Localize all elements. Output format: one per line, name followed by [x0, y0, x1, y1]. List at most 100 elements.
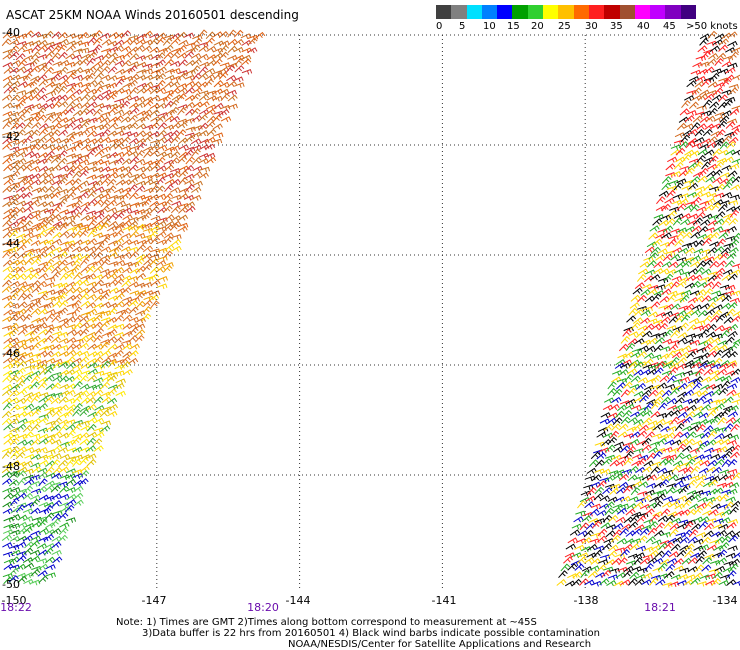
wind-barb — [142, 54, 154, 60]
wind-barb — [655, 205, 667, 212]
wind-barb — [724, 474, 735, 481]
wind-barb — [206, 128, 217, 137]
wind-barb — [164, 184, 174, 192]
wind-barb — [577, 500, 587, 509]
wind-barb — [192, 114, 203, 122]
wind-barb — [93, 445, 104, 452]
wind-barb — [51, 499, 62, 507]
wind-barb — [653, 450, 663, 459]
wind-barb — [644, 323, 655, 331]
wind-barb — [567, 537, 578, 544]
wind-barb — [650, 574, 662, 581]
wind-barb — [688, 240, 699, 247]
wind-barb — [121, 220, 132, 227]
wind-barb — [689, 150, 701, 157]
wind-barb — [93, 166, 104, 173]
wind-barb — [114, 103, 125, 110]
wind-barb — [107, 66, 118, 74]
wind-barb — [184, 201, 196, 208]
wind-barb — [44, 282, 56, 289]
wind-barb — [690, 494, 701, 501]
wind-barb — [628, 331, 639, 338]
wind-barb — [584, 501, 595, 509]
wind-barb — [708, 107, 718, 116]
wind-barb — [710, 399, 721, 406]
wind-barb — [86, 431, 98, 438]
lon-label: -141 — [431, 594, 457, 607]
wind-barb — [37, 402, 48, 410]
wind-barb — [141, 113, 152, 122]
wind-barb — [650, 411, 661, 419]
wind-barb — [78, 279, 90, 287]
wind-barb — [86, 308, 98, 315]
wind-barb — [709, 241, 720, 248]
wind-barb — [156, 36, 166, 45]
wind-barb — [93, 66, 104, 75]
wind-barb — [43, 350, 54, 358]
wind-barb — [696, 424, 706, 433]
wind-barb — [701, 431, 712, 439]
wind-barb — [578, 552, 589, 559]
wind-barb — [149, 248, 161, 254]
wind-barb — [600, 468, 611, 475]
wind-barb — [114, 254, 125, 261]
wind-barb — [169, 106, 180, 115]
wind-barb — [581, 515, 592, 523]
wind-barb — [709, 427, 720, 434]
wind-barb — [58, 292, 68, 301]
wind-barb — [725, 149, 736, 156]
wind-barb — [212, 47, 224, 54]
wind-barb — [156, 226, 167, 232]
wind-barb — [720, 517, 731, 524]
wind-barb — [2, 542, 13, 549]
wind-barb — [22, 184, 33, 192]
wind-barb — [607, 436, 618, 445]
wind-barb — [233, 29, 244, 38]
wind-barb — [66, 337, 77, 344]
wind-barb — [685, 458, 696, 467]
wind-barb — [678, 322, 689, 330]
wind-barb — [721, 294, 732, 303]
wind-barbs-layer — [1, 29, 740, 588]
wind-barb — [3, 80, 14, 89]
wind-barb — [23, 94, 34, 101]
wind-barb — [51, 116, 62, 124]
wind-barb — [106, 336, 118, 344]
wind-barb — [10, 80, 21, 87]
wind-barb — [9, 523, 21, 529]
wind-barb — [701, 268, 712, 275]
wind-barb — [558, 570, 568, 578]
wind-barb — [704, 418, 715, 425]
wind-barb — [44, 115, 54, 123]
wind-barb — [599, 447, 610, 454]
wind-barb — [611, 423, 622, 431]
wind-barb — [50, 424, 61, 432]
wind-barb — [143, 178, 154, 186]
wind-barb — [169, 81, 181, 88]
wind-barb — [52, 185, 63, 193]
wind-barb — [581, 546, 592, 553]
wind-barb — [37, 485, 48, 494]
wind-barb — [692, 171, 704, 178]
wind-barb — [227, 29, 237, 38]
wind-barb — [716, 260, 727, 268]
wind-barb — [79, 129, 90, 136]
wind-barb — [714, 218, 725, 225]
footnote-line-1: Note: 1) Times are GMT 2)Times along bot… — [116, 617, 537, 628]
wind-barb — [728, 136, 739, 144]
wind-barb — [693, 545, 704, 552]
wind-barb — [43, 30, 54, 39]
wind-barb — [30, 178, 42, 186]
wind-barb — [114, 151, 125, 158]
wind-barb — [716, 129, 726, 138]
wind-barb — [227, 45, 238, 53]
wind-barb — [729, 108, 740, 116]
wind-barb — [638, 481, 649, 488]
wind-barb — [191, 148, 201, 157]
wind-speed-colorbar — [436, 5, 697, 19]
wind-barb — [704, 149, 715, 156]
wind-barb — [693, 325, 705, 332]
wind-barb — [115, 390, 126, 397]
wind-barb — [639, 528, 650, 536]
wind-barb — [128, 306, 139, 314]
